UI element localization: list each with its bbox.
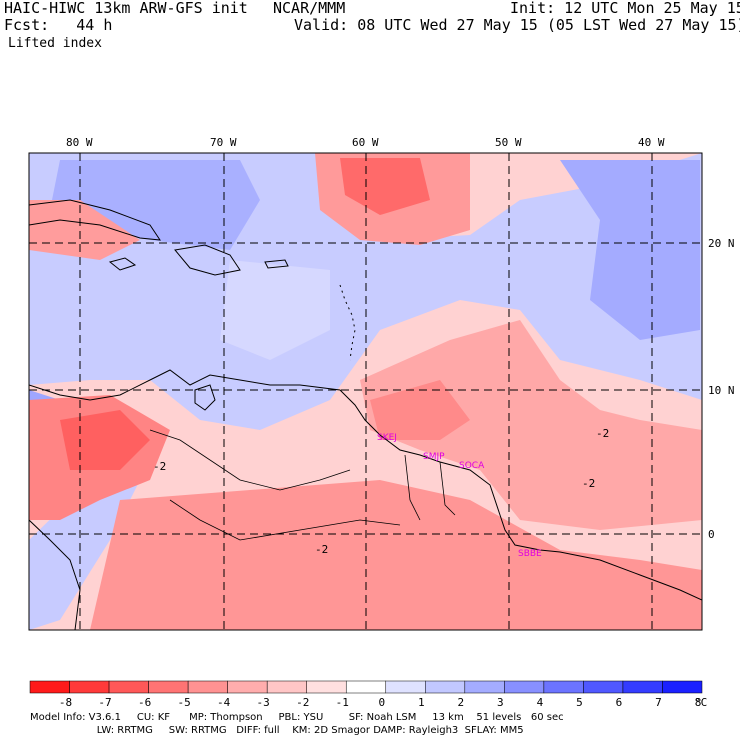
- border-brazil: [169, 499, 401, 541]
- colorbar-tick-label: -5: [177, 696, 190, 709]
- init-time: Init: 12 UTC Mon 25 May 15: [510, 0, 740, 17]
- colorbar-swatch: [306, 680, 347, 694]
- field-name: Lifted index: [8, 36, 102, 51]
- unstable-region-amazon: [90, 480, 702, 630]
- contour-label: -2: [596, 427, 609, 440]
- valid-time: Valid: 08 UTC Wed 27 May 15 (05 LST Wed …: [294, 16, 740, 34]
- station-label: SOCA: [459, 461, 485, 471]
- lat-label: 20 N: [708, 237, 735, 250]
- coastline-pacific: [29, 519, 81, 630]
- colorbar-tick-label: -4: [217, 696, 231, 709]
- lat-label: 10 N: [708, 384, 735, 397]
- colorbar-tick-label: 2: [458, 696, 465, 709]
- colorbar-tick-label: -8: [59, 696, 72, 709]
- graticule: [29, 153, 702, 630]
- colorbar-swatch: [29, 680, 70, 694]
- stable-region-mid: [220, 260, 330, 360]
- colorbar-tick-label: -3: [257, 696, 270, 709]
- colorbar-unit: °C: [694, 696, 707, 709]
- colorbar: -8 -7 -6 -5 -4 -3 -2 -1 0 1 2 3 4 5 6 7 8: [29, 680, 703, 709]
- station-label: SMJP: [423, 452, 445, 462]
- stable-region-east: [560, 160, 700, 340]
- border-guianas: [404, 454, 456, 521]
- colorbar-swatch: [662, 680, 703, 694]
- colorbar-tick-label: 4: [537, 696, 544, 709]
- institution: NCAR/MMM: [273, 0, 346, 17]
- map-frame: [28, 152, 703, 631]
- colorbar-swatch: [504, 680, 545, 694]
- colorbar-swatch: [464, 680, 505, 694]
- map-field: -2 -2 -2 -2 SKEJ SMJP SOCA SBBE: [29, 153, 702, 630]
- colorbar-swatch: [622, 680, 663, 694]
- footer-model-physics: LW: RRTMG SW: RRTMG DIFF: full KM: 2D Sm…: [30, 725, 524, 736]
- lon-label: 80 W: [66, 136, 93, 149]
- contour-label: -2: [153, 460, 166, 473]
- colorbar-swatch: [425, 680, 466, 694]
- colorbar-swatch: [69, 680, 110, 694]
- lon-label: 40 W: [638, 136, 665, 149]
- lake-maracaibo: [194, 384, 216, 411]
- lat-label: 0: [708, 528, 715, 541]
- lon-label: 60 W: [352, 136, 379, 149]
- footer-model-info: Model Info: V3.6.1 CU: KF MP: Thompson P…: [30, 712, 564, 723]
- contour-label: -2: [315, 543, 328, 556]
- colorbar-swatch: [345, 680, 387, 694]
- forecast-hour: Fcst: 44 h: [4, 16, 113, 34]
- colorbar-tick-label: 1: [418, 696, 425, 709]
- coastline-south-america: [29, 369, 702, 601]
- colorbar-tick-label: -2: [296, 696, 309, 709]
- coastline-puerto-rico: [264, 259, 289, 269]
- model-title: HAIC-HIWC 13km ARW-GFS init: [4, 0, 248, 17]
- coastline-cuba: [29, 199, 162, 241]
- colorbar-tick-label: -6: [138, 696, 151, 709]
- coastline-hispaniola: [174, 244, 241, 276]
- colorbar-tick-label: 6: [616, 696, 623, 709]
- border-venezuela: [149, 429, 351, 491]
- colorbar-swatch: [543, 680, 584, 694]
- colorbar-swatch: [227, 680, 268, 694]
- colorbar-tick-label: 3: [497, 696, 504, 709]
- antilles-arc: [339, 284, 356, 361]
- colorbar-swatch: [108, 680, 149, 694]
- coastline-jamaica: [108, 257, 137, 271]
- colorbar-swatch: [583, 680, 624, 694]
- unstable-region-guiana-core: [370, 380, 470, 440]
- colorbar-tick-label: 7: [655, 696, 662, 709]
- colorbar-tick-label: -1: [336, 696, 349, 709]
- unstable-region-carib: [29, 200, 140, 260]
- colorbar-tick-label: 8: [695, 696, 702, 709]
- colorbar-swatch: [266, 680, 307, 694]
- colorbar-swatch: [385, 680, 426, 694]
- station-label: SKEJ: [377, 433, 397, 443]
- lon-label: 70 W: [210, 136, 237, 149]
- colorbar-tick-label: 5: [576, 696, 583, 709]
- colorbar-swatch: [148, 680, 189, 694]
- lon-label: 50 W: [495, 136, 522, 149]
- colorbar-tick-label: 0: [378, 696, 385, 709]
- unstable-region-colombia-core: [60, 410, 150, 470]
- unstable-region-atlantic-core: [340, 158, 430, 215]
- colorbar-swatch: [187, 680, 228, 694]
- contour-label: -2: [582, 477, 595, 490]
- colorbar-tick-label: -7: [98, 696, 111, 709]
- unstable-region-guiana: [360, 320, 702, 530]
- station-label: SBBE: [518, 549, 542, 559]
